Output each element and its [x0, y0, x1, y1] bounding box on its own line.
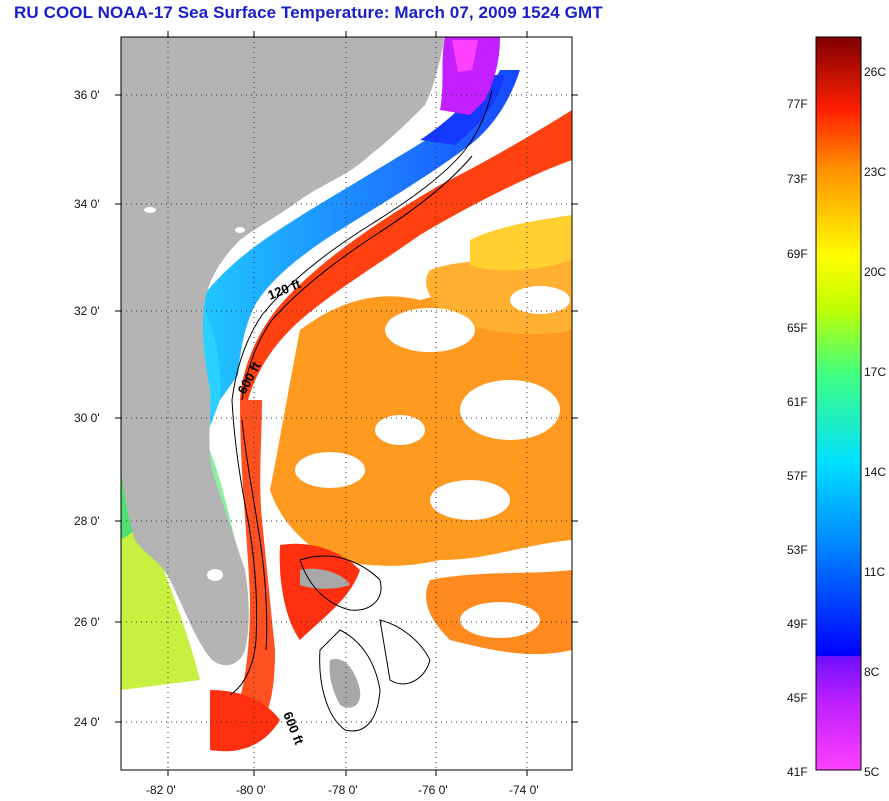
- colorbar-f-label: 73F: [787, 172, 808, 186]
- lon-label: -74 0': [509, 783, 539, 797]
- gulf-stream: [279, 543, 360, 640]
- colorbar-f-label: 57F: [787, 469, 808, 483]
- colorbar-f-label: 41F: [787, 765, 808, 779]
- lat-label: 30 0': [74, 411, 100, 425]
- lon-label: -76 0': [418, 783, 448, 797]
- chesapeake-water: [440, 37, 500, 115]
- colorbar-c-label: 26C: [864, 65, 886, 79]
- colorbar-c-label: 23C: [864, 165, 886, 179]
- shelf-water: [200, 70, 520, 400]
- lat-label: 32 0': [74, 304, 100, 318]
- cloud-cover: [295, 286, 570, 638]
- colorbar-c-label: 8C: [864, 665, 880, 679]
- colorbar-f-label: 49F: [787, 617, 808, 631]
- colorbar-c-label: 11C: [864, 565, 885, 579]
- lon-label: -80 0': [236, 783, 266, 797]
- lat-label: 26 0': [74, 615, 100, 629]
- longitude-labels: -82 0' -80 0' -78 0' -76 0' -74 0': [146, 783, 539, 797]
- axis-ticks: [115, 31, 578, 776]
- bahamas-land: [300, 568, 350, 589]
- bathymetry-contours: [229, 89, 493, 732]
- colorbar-c-label: 5C: [864, 765, 880, 779]
- colorbar-f-label: 77F: [787, 97, 808, 111]
- colorbar-c-label: 20C: [864, 265, 886, 279]
- colorbar-gradient: [815, 36, 862, 771]
- lon-label: -78 0': [328, 783, 358, 797]
- colorbar-c-label: 17C: [864, 365, 886, 379]
- lat-label: 24 0': [74, 715, 100, 729]
- map-area[interactable]: 120 ft 600 ft 600 ft: [121, 37, 572, 770]
- colorbar-f-label: 65F: [787, 321, 808, 335]
- land-lakes: [144, 207, 245, 581]
- offshore-water: [470, 215, 572, 271]
- gulf-stream: [240, 110, 572, 400]
- lat-label: 34 0': [74, 197, 100, 211]
- lat-label: 36 0': [74, 88, 100, 102]
- lon-label: -82 0': [146, 783, 176, 797]
- chesapeake-water: [452, 40, 478, 72]
- colorbar-c-label: 14C: [864, 465, 886, 479]
- gulf-stream: [225, 400, 275, 740]
- temperature-colorbar: 77F 73F 69F 65F 61F 57F 53F 49F 45F 41F …: [787, 36, 886, 779]
- latitude-labels: 36 0' 34 0' 32 0' 30 0' 28 0' 26 0' 24 0…: [74, 88, 100, 729]
- colorbar-f-label: 53F: [787, 543, 808, 557]
- us-landmass: [121, 37, 445, 666]
- colorbar-f-label: 61F: [787, 395, 808, 409]
- colorbar-f-label: 45F: [787, 691, 808, 705]
- graticule: [121, 37, 572, 770]
- colorbar-f-label: 69F: [787, 247, 808, 261]
- lat-label: 28 0': [74, 514, 100, 528]
- map-title: RU COOL NOAA-17 Sea Surface Temperature:…: [14, 3, 603, 22]
- bahamas-land: [329, 659, 361, 708]
- shelf-water: [121, 500, 200, 690]
- gulf-stream: [210, 690, 280, 752]
